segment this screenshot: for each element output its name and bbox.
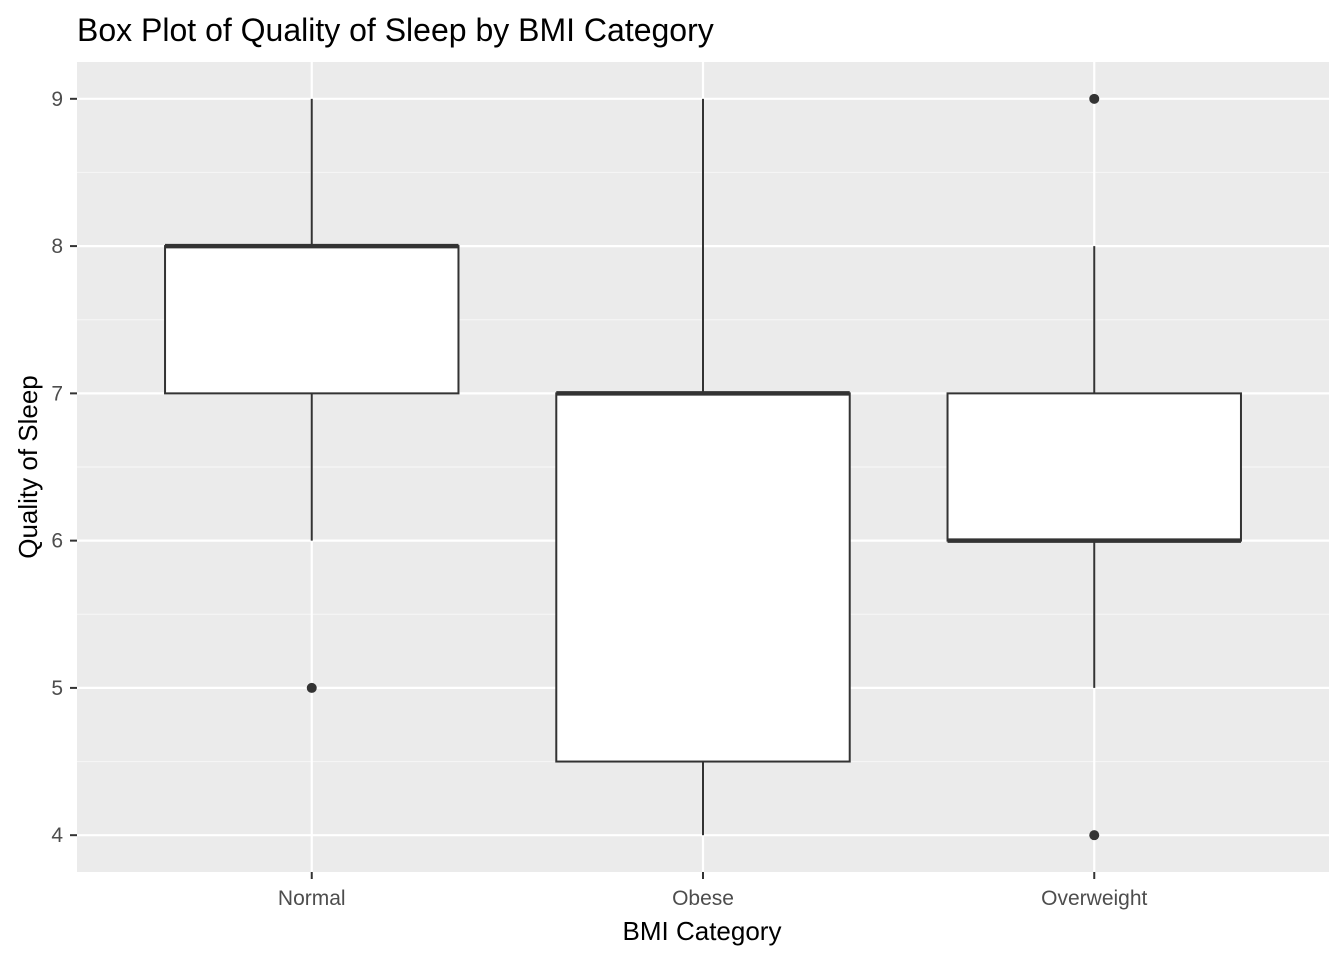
- x-axis-title: BMI Category: [623, 916, 782, 946]
- box-overweight: [946, 93, 1242, 841]
- chart-title: Box Plot of Quality of Sleep by BMI Cate…: [77, 12, 714, 48]
- box-iqr: [555, 392, 851, 763]
- y-tick-label: 5: [51, 677, 63, 700]
- y-tick-label: 7: [51, 382, 63, 405]
- box-normal: [164, 98, 460, 693]
- box-iqr: [164, 245, 460, 395]
- x-tick-label-normal: Normal: [278, 887, 346, 910]
- y-axis-ticks: 4 5 6 7 8 9: [51, 88, 77, 847]
- x-tick-label-obese: Obese: [672, 887, 734, 910]
- y-tick-label: 4: [51, 824, 63, 847]
- outlier-point: [1089, 830, 1100, 841]
- y-tick-label: 9: [51, 88, 63, 111]
- outlier-point: [1089, 93, 1100, 104]
- x-axis-ticks: Normal Obese Overweight: [278, 872, 1148, 910]
- y-tick-label: 8: [51, 235, 63, 258]
- box-series: [164, 93, 1242, 841]
- box-iqr: [946, 392, 1242, 542]
- y-axis-title: Quality of Sleep: [13, 375, 43, 559]
- y-tick-label: 6: [51, 530, 63, 553]
- outlier-point: [306, 682, 317, 693]
- x-tick-label-overweight: Overweight: [1041, 887, 1147, 910]
- box-obese: [555, 98, 851, 836]
